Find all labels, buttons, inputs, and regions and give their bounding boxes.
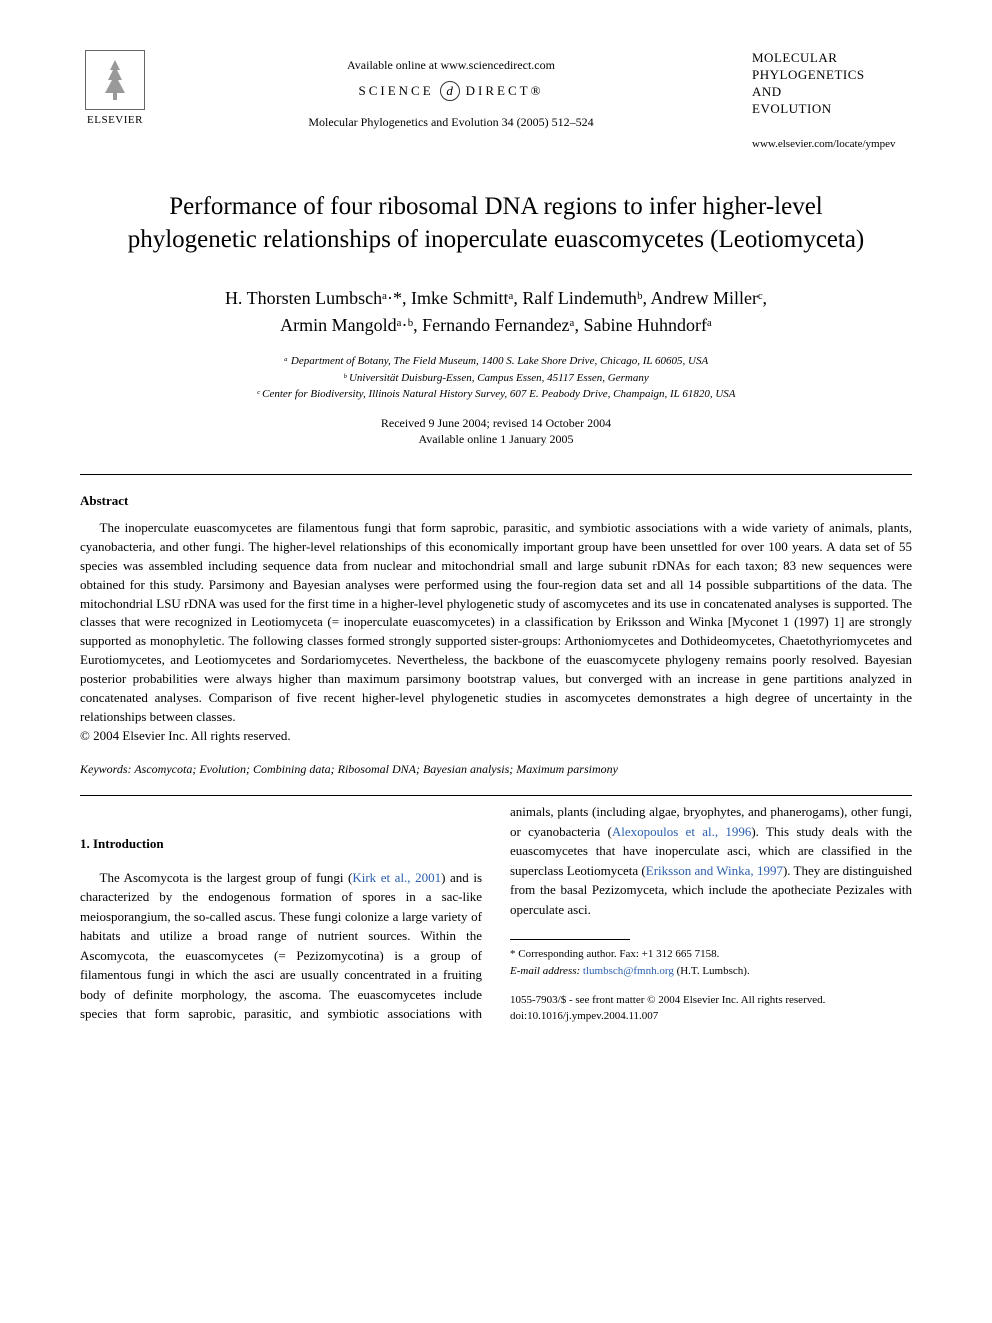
sciencedirect-right: DIRECT® — [466, 83, 544, 99]
keywords-text: Ascomycota; Evolution; Combining data; R… — [132, 762, 618, 776]
sciencedirect-left: SCIENCE — [359, 83, 434, 99]
journal-name-l4: EVOLUTION — [752, 101, 912, 118]
affiliation-a: ᵃ Department of Botany, The Field Museum… — [80, 353, 912, 370]
ref-eriksson-winka-1997[interactable]: Eriksson and Winka, 1997 — [646, 863, 783, 878]
email-address[interactable]: tlumbsch@fmnh.org — [583, 965, 674, 977]
abstract-heading: Abstract — [80, 493, 912, 509]
header-row: ELSEVIER Available online at www.science… — [80, 50, 912, 150]
section-1-heading: 1. Introduction — [80, 834, 482, 854]
journal-name-l1: MOLECULAR — [752, 50, 912, 67]
email-label: E-mail address: — [510, 965, 580, 977]
ref-alexopoulos-1996[interactable]: Alexopoulos et al., 1996 — [612, 824, 751, 839]
abstract-text: The inoperculate euascomycetes are filam… — [80, 519, 912, 726]
journal-name-box: MOLECULAR PHYLOGENETICS AND EVOLUTION ww… — [752, 50, 912, 150]
email-paren: (H.T. Lumbsch). — [677, 965, 750, 977]
footnote-separator — [510, 939, 630, 940]
authors: H. Thorsten Lumbschᵃ·*, Imke Schmittᵃ, R… — [80, 285, 912, 339]
abstract-copyright: © 2004 Elsevier Inc. All rights reserved… — [80, 728, 912, 744]
divider-bottom — [80, 795, 912, 796]
affiliation-b: ᵇ Universität Duisburg-Essen, Campus Ess… — [80, 370, 912, 387]
footer-block: 1055-7903/$ - see front matter © 2004 El… — [510, 993, 912, 1024]
email-line: E-mail address: tlumbsch@fmnh.org (H.T. … — [510, 963, 912, 980]
journal-name-l2: PHYLOGENETICS — [752, 67, 912, 84]
sciencedirect-icon: d — [440, 81, 460, 101]
authors-line-1: H. Thorsten Lumbschᵃ·*, Imke Schmittᵃ, R… — [80, 285, 912, 312]
footnote-block: * Corresponding author. Fax: +1 312 665 … — [510, 946, 912, 979]
header-center: Available online at www.sciencedirect.co… — [150, 50, 752, 130]
corresponding-author: * Corresponding author. Fax: +1 312 665 … — [510, 946, 912, 963]
sciencedirect-brand: SCIENCE d DIRECT® — [150, 81, 752, 101]
intro-text-1: The Ascomycota is the largest group of f… — [100, 870, 353, 885]
journal-url: www.elsevier.com/locate/ympev — [752, 138, 912, 150]
date-received: Received 9 June 2004; revised 14 October… — [80, 415, 912, 432]
article-title: Performance of four ribosomal DNA region… — [110, 190, 882, 258]
keywords: Keywords: Ascomycota; Evolution; Combini… — [80, 762, 912, 777]
available-online-text: Available online at www.sciencedirect.co… — [150, 58, 752, 73]
affiliation-c: ᶜ Center for Biodiversity, Illinois Natu… — [80, 386, 912, 403]
journal-reference: Molecular Phylogenetics and Evolution 34… — [150, 115, 752, 130]
publisher-name: ELSEVIER — [87, 114, 143, 126]
elsevier-logo: ELSEVIER — [80, 50, 150, 126]
divider-top — [80, 474, 912, 475]
elsevier-tree-icon — [85, 50, 145, 110]
dates: Received 9 June 2004; revised 14 October… — [80, 415, 912, 449]
body-columns: 1. Introduction The Ascomycota is the la… — [80, 802, 912, 1024]
journal-name-l3: AND — [752, 84, 912, 101]
doi-line: doi:10.1016/j.ympev.2004.11.007 — [510, 1009, 912, 1024]
ref-kirk-2001[interactable]: Kirk et al., 2001 — [352, 870, 441, 885]
date-online: Available online 1 January 2005 — [80, 431, 912, 448]
affiliations: ᵃ Department of Botany, The Field Museum… — [80, 353, 912, 403]
authors-line-2: Armin Mangoldᵃ·ᵇ, Fernando Fernandezᵃ, S… — [80, 312, 912, 339]
issn-line: 1055-7903/$ - see front matter © 2004 El… — [510, 993, 912, 1008]
keywords-label: Keywords: — [80, 762, 132, 776]
